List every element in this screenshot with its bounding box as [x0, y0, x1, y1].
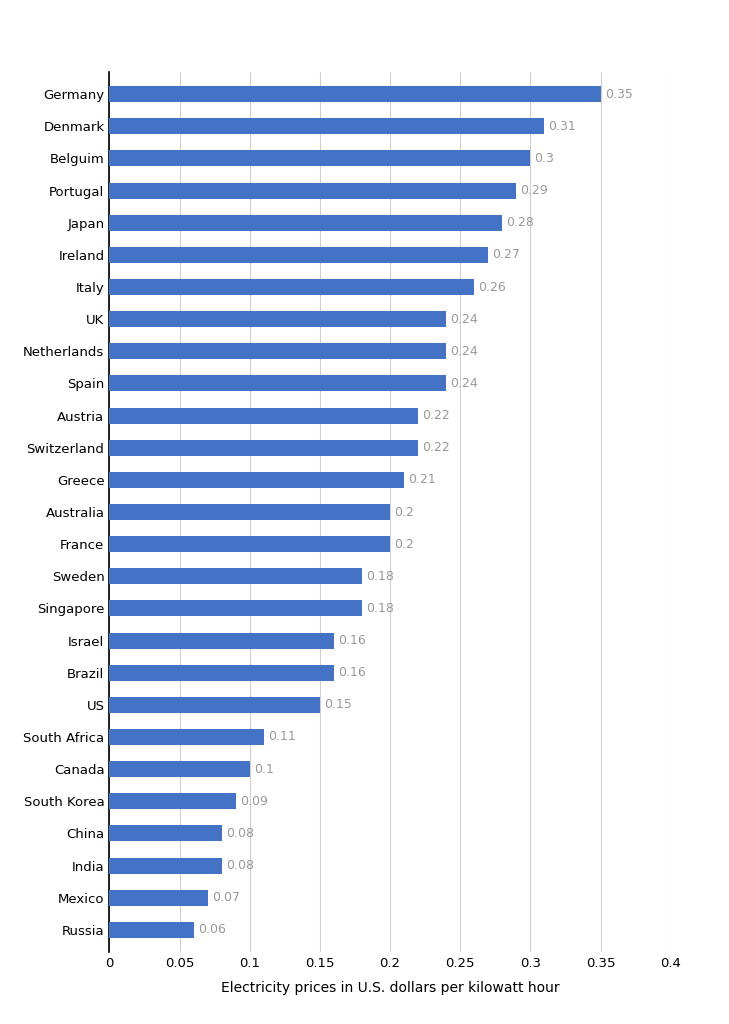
Bar	[109, 376, 446, 391]
Bar	[109, 279, 474, 295]
Bar	[109, 696, 320, 713]
Bar	[109, 794, 235, 809]
Text: 0.18: 0.18	[366, 602, 394, 615]
Bar	[109, 761, 249, 777]
Bar	[109, 247, 488, 263]
Bar	[109, 86, 601, 102]
Bar	[109, 890, 208, 905]
Text: 0.11: 0.11	[268, 730, 296, 743]
Bar	[109, 151, 530, 167]
Bar	[109, 825, 222, 842]
Text: 0.06: 0.06	[198, 924, 226, 936]
Text: 0.35: 0.35	[605, 88, 633, 100]
Text: 0.26: 0.26	[478, 281, 506, 294]
Bar	[109, 600, 362, 616]
Text: 0.1: 0.1	[254, 763, 274, 775]
Text: 0.24: 0.24	[451, 377, 478, 390]
Bar	[109, 729, 264, 745]
Bar	[109, 633, 334, 648]
Text: 0.15: 0.15	[324, 698, 352, 712]
Bar	[109, 472, 404, 487]
X-axis label: Electricity prices in U.S. dollars per kilowatt hour: Electricity prices in U.S. dollars per k…	[221, 981, 559, 995]
Text: 0.07: 0.07	[212, 891, 240, 904]
Bar	[109, 119, 545, 134]
Text: 0.22: 0.22	[422, 441, 450, 455]
Text: 0.08: 0.08	[226, 859, 254, 872]
Text: 0.21: 0.21	[408, 473, 436, 486]
Bar	[109, 311, 446, 328]
Text: 0.29: 0.29	[521, 184, 548, 197]
Bar	[109, 665, 334, 681]
Text: 0.08: 0.08	[226, 827, 254, 840]
Text: 0.3: 0.3	[534, 152, 555, 165]
Text: 0.31: 0.31	[549, 120, 577, 133]
Bar	[109, 182, 516, 199]
Bar	[109, 857, 222, 873]
Text: 0.18: 0.18	[366, 569, 394, 583]
Text: 0.2: 0.2	[394, 538, 414, 551]
Text: 0.16: 0.16	[338, 634, 366, 647]
Text: 0.16: 0.16	[338, 667, 366, 679]
Text: 0.24: 0.24	[451, 312, 478, 326]
Bar	[109, 504, 390, 520]
Text: 0.09: 0.09	[240, 795, 268, 808]
Bar	[109, 537, 390, 552]
Text: 0.28: 0.28	[507, 216, 534, 229]
Bar	[109, 922, 193, 938]
Bar	[109, 568, 362, 585]
Text: 0.24: 0.24	[451, 345, 478, 357]
Bar	[109, 215, 502, 230]
Text: 0.2: 0.2	[394, 506, 414, 518]
Text: 0.22: 0.22	[422, 409, 450, 422]
Bar	[109, 343, 446, 359]
Text: 0.27: 0.27	[493, 249, 521, 261]
Bar	[109, 439, 418, 456]
Bar	[109, 408, 418, 424]
